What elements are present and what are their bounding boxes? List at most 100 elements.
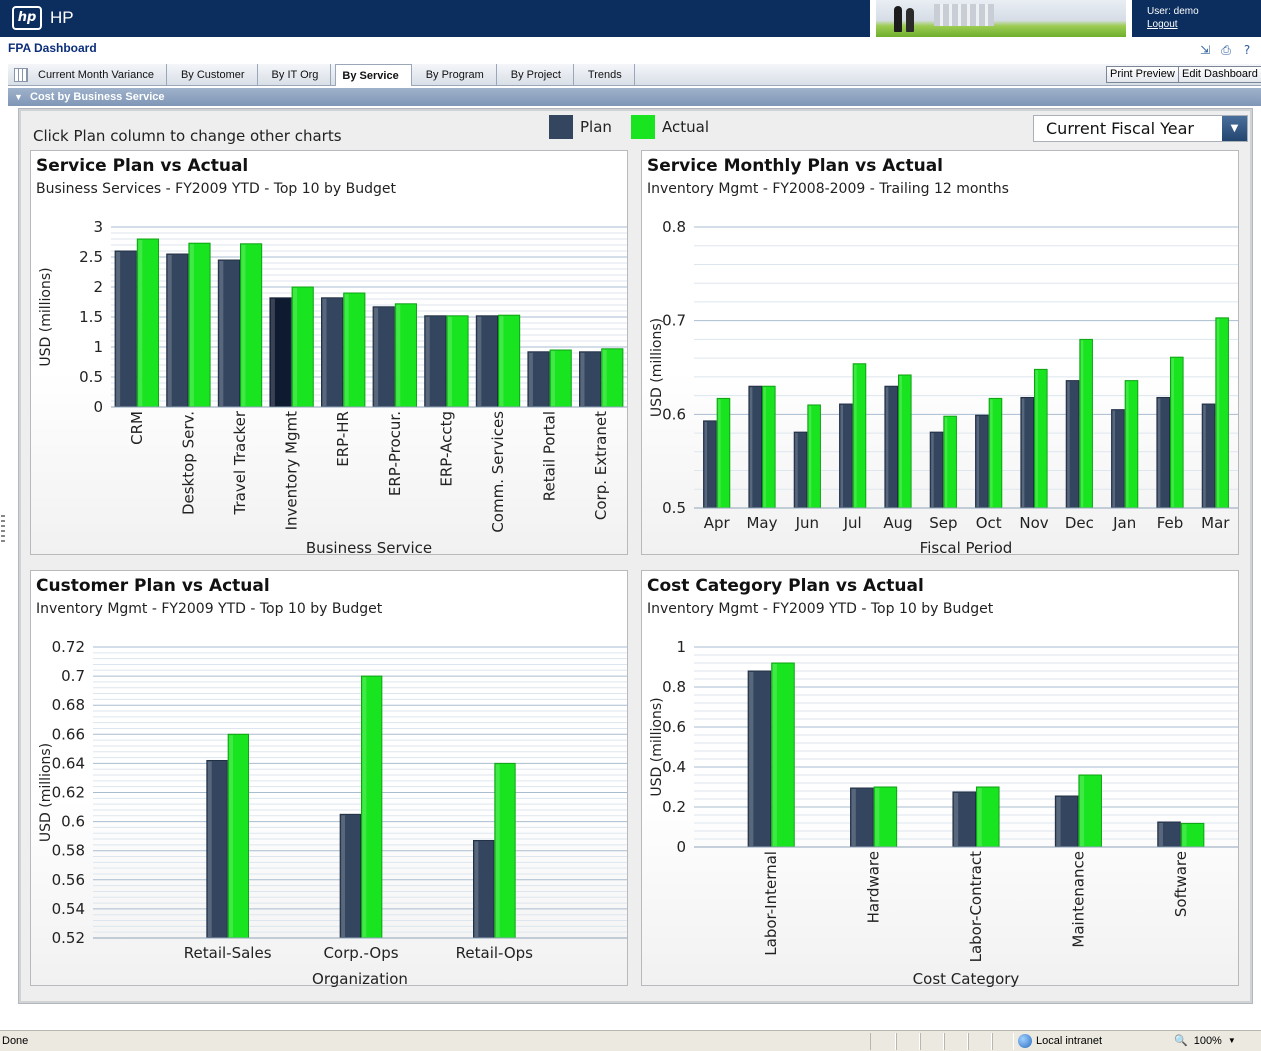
y-tick-label: 0.6 (662, 718, 686, 736)
bar-highlight (1021, 398, 1025, 507)
y-tick-label: 0.5 (662, 499, 686, 517)
bar-highlight (189, 244, 194, 406)
y-tick-label: 0.54 (52, 900, 85, 918)
banner-photo-figure (894, 6, 902, 32)
export-icon[interactable]: ⇲ (1199, 43, 1211, 57)
tab-list: Current Month Variance By Customer By IT O… (34, 64, 645, 86)
x-tick-label: Retail Portal (541, 411, 559, 501)
service-bar-chart: 0 0.5 1 1.5 2 2.5 3 USD (millions) CRM Desktop Se… (38, 218, 627, 556)
print-icon[interactable]: ⎙ (1221, 43, 1231, 57)
brand-bar: hp HP (0, 0, 870, 37)
bar-highlight (219, 261, 224, 406)
y-tick-label: 0.5 (79, 368, 103, 386)
chart-title: Service Monthly Plan vs Actual (647, 156, 944, 176)
x-axis-label: Fiscal Period (920, 539, 1013, 556)
fiscal-period-select[interactable]: Current Fiscal Year ▼ (1033, 115, 1248, 142)
section-title: Cost by Business Service (30, 91, 165, 103)
chart-subtitle: Inventory Mgmt - FY2009 YTD - Top 10 by … (36, 601, 383, 617)
y-tick-label: 0.64 (52, 754, 85, 772)
tab-list-icon[interactable] (14, 68, 28, 82)
bar-highlight (854, 364, 857, 507)
legend-actual-label: Actual (662, 118, 709, 136)
tab-by-service[interactable]: By Service (335, 64, 412, 86)
bar-highlight (551, 351, 556, 406)
y-tick-label: 0.66 (52, 725, 85, 743)
bar-highlight (1079, 776, 1085, 846)
edit-dashboard-button[interactable]: Edit Dashboard (1178, 66, 1261, 83)
bar-highlight (270, 298, 275, 406)
zoom-icon: 🔍 (1174, 1035, 1188, 1047)
x-tick-label: Nov (1019, 514, 1048, 532)
bar-highlight (1182, 824, 1187, 846)
y-tick-label: 2 (93, 278, 103, 296)
bar-highlight (580, 352, 585, 406)
bar-highlight (293, 288, 298, 406)
y-tick-label: 1 (676, 638, 686, 656)
x-tick-label: Retail-Ops (456, 944, 534, 962)
tab-current-month-variance[interactable]: Current Month Variance (34, 64, 167, 86)
tab-trends[interactable]: Trends (584, 64, 635, 86)
tab-by-project[interactable]: By Project (507, 64, 574, 86)
y-tick-label: 0.8 (662, 678, 686, 696)
tab-by-it-org[interactable]: By IT Org (268, 64, 332, 86)
y-tick-label: 0.8 (662, 218, 686, 236)
x-axis-label: Organization (312, 970, 408, 987)
bar-highlight (990, 399, 993, 507)
bar-highlight (718, 399, 721, 507)
x-tick-label: Jul (843, 514, 862, 532)
legend-actual-swatch (631, 115, 655, 139)
y-tick-label: 0.6 (662, 405, 686, 423)
tab-by-customer[interactable]: By Customer (177, 64, 258, 86)
bar-highlight (344, 294, 349, 406)
banner-photo-figure (906, 8, 914, 32)
tab-by-program[interactable]: By Program (422, 64, 497, 86)
y-tick-label: 0.2 (662, 798, 686, 816)
bar-highlight (322, 298, 327, 406)
bar-highlight (704, 421, 708, 507)
zoom-control[interactable]: 🔍 100% ▼ (1174, 1034, 1236, 1048)
x-tick-label: Desktop Serv. (179, 411, 197, 515)
y-axis-label: USD (millions) (38, 743, 54, 842)
bar-highlight (499, 316, 504, 406)
customer-bar-chart: 0.52 0.54 0.56 0.58 0.6 0.62 0.64 0.66 0.68 0.7 0.… (38, 638, 627, 987)
bar-highlight (425, 316, 430, 406)
bar-highlight (977, 788, 982, 846)
chart-subtitle: Inventory Mgmt - FY2008-2009 - Trailing … (647, 181, 1009, 197)
chart-panel-cost-category: Cost Category Plan vs Actual Inventory M… (641, 570, 1239, 987)
logout-link[interactable]: Logout (1147, 19, 1178, 30)
bar-highlight (749, 387, 753, 507)
bar-highlight (477, 316, 482, 406)
bar-highlight (1158, 823, 1163, 846)
chart-subtitle: Business Services - FY2009 YTD - Top 10 … (36, 181, 397, 197)
banner-photo (876, 0, 1126, 37)
x-tick-label: Maintenance (1069, 851, 1087, 948)
x-tick-label: May (746, 514, 777, 532)
y-tick-label: 0.62 (52, 784, 85, 802)
bar-highlight (396, 304, 401, 406)
bar-highlight (749, 672, 754, 846)
splitter-handle[interactable] (1, 515, 5, 545)
chart-title: Cost Category Plan vs Actual (647, 576, 924, 596)
print-preview-button[interactable]: Print Preview (1106, 66, 1179, 83)
bar-highlight (474, 841, 479, 937)
chevron-down-icon[interactable]: ▼ (1222, 116, 1247, 141)
bar-highlight (602, 349, 607, 406)
collapse-icon[interactable]: ▼ (14, 92, 23, 102)
top-banner: hp HP User: demo Logout (0, 0, 1261, 38)
bar-highlight (229, 735, 234, 937)
help-icon[interactable]: ? (1243, 43, 1251, 57)
bar-highlight (931, 433, 934, 507)
x-tick-label: Mar (1201, 514, 1230, 532)
x-tick-label: Jan (1112, 514, 1136, 532)
bar-highlight (116, 252, 121, 406)
bar-highlight (1126, 381, 1129, 507)
x-tick-label: Corp.-Ops (323, 944, 398, 962)
x-tick-label: Dec (1065, 514, 1094, 532)
chart-title: Customer Plan vs Actual (36, 576, 270, 596)
bar-highlight (1203, 405, 1206, 507)
x-axis-label: Business Service (306, 539, 432, 556)
bar-highlight (875, 788, 880, 846)
y-tick-label: 0 (676, 838, 686, 856)
status-segment (870, 1033, 896, 1050)
bar-highlight (851, 789, 856, 846)
